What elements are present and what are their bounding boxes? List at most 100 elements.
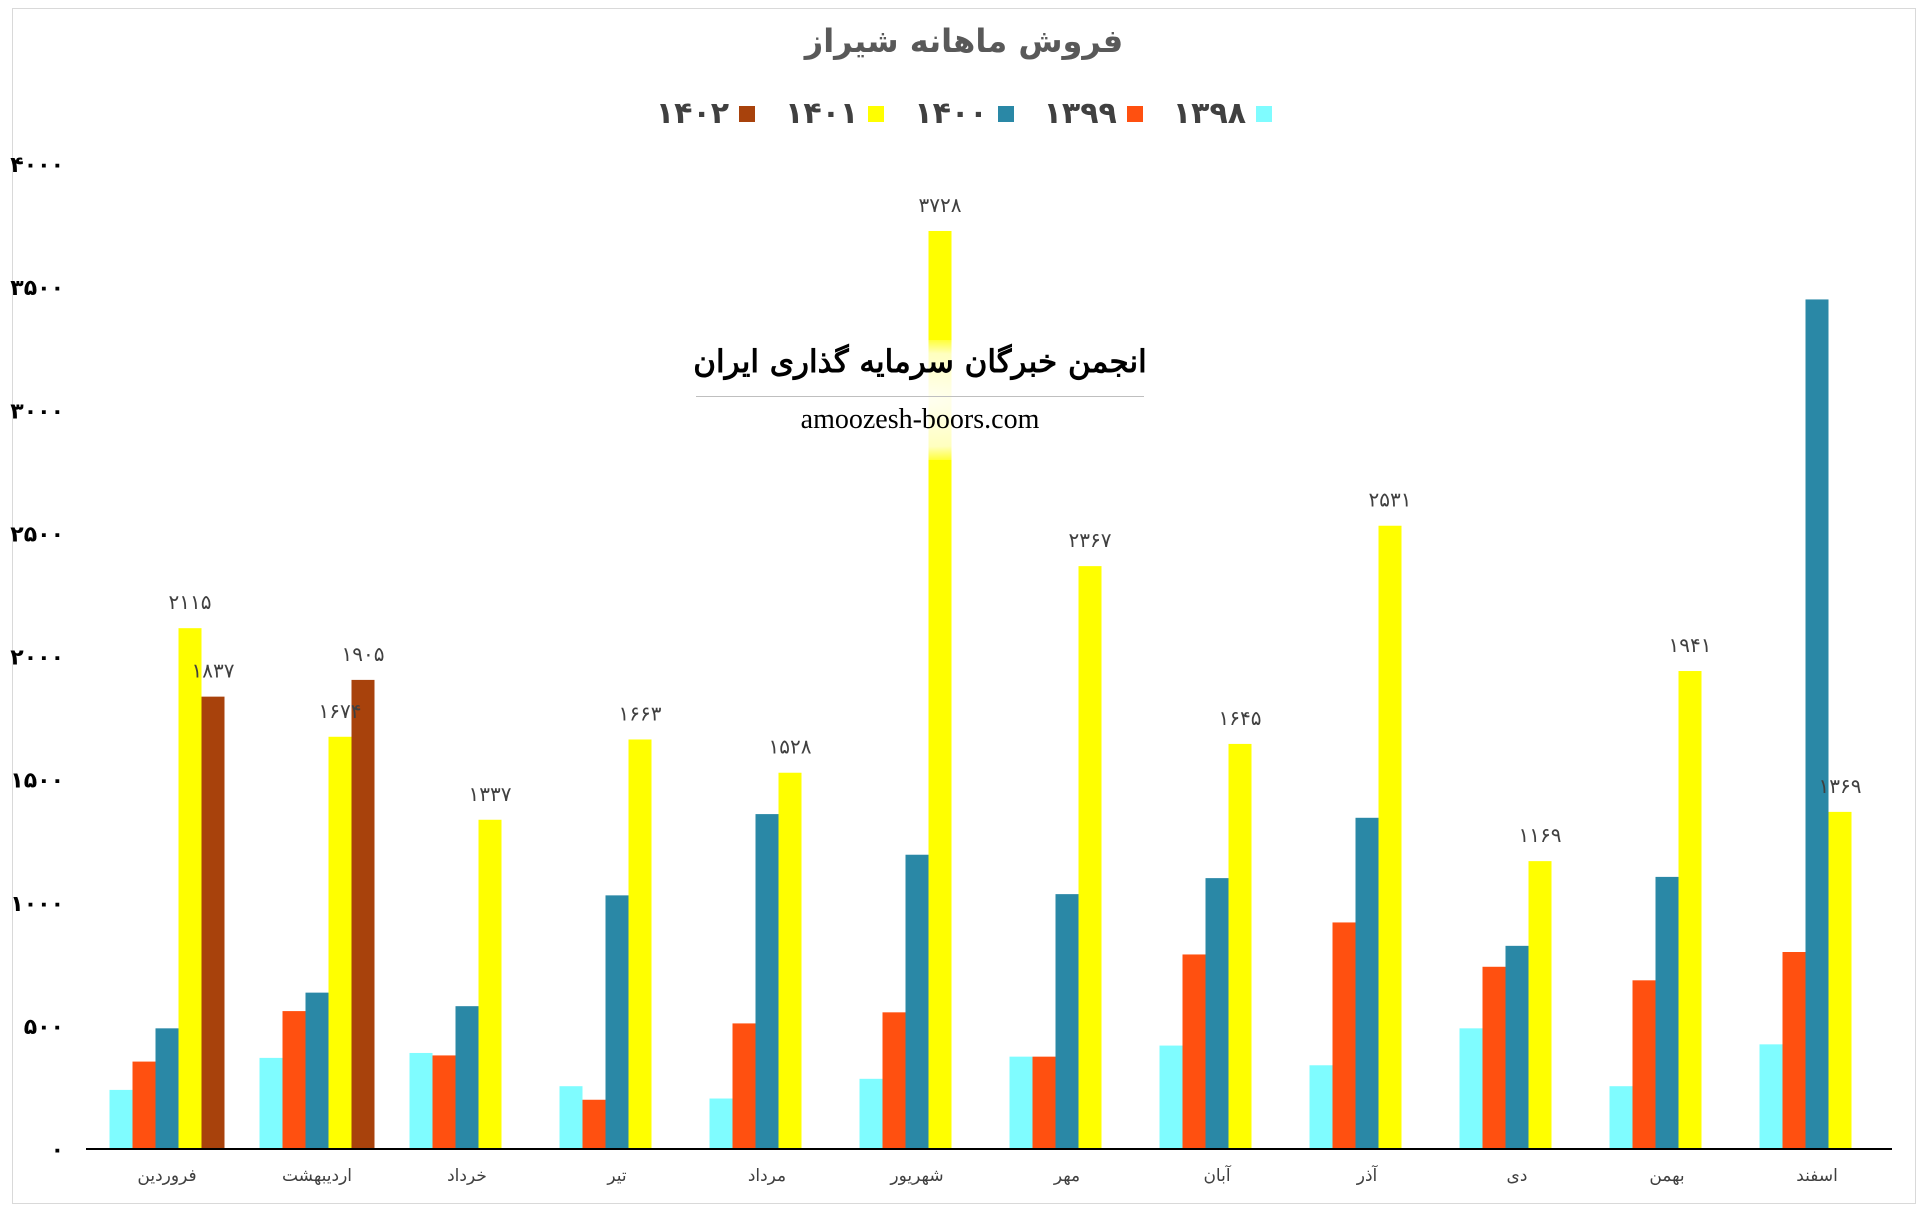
data-label: ۱۹۴۱: [1669, 633, 1712, 657]
legend-label: ۱۴۰۱: [785, 96, 859, 131]
data-label: ۱۶۷۴: [319, 699, 362, 723]
legend-item: ۱۳۹۸: [1172, 96, 1273, 131]
bar: [559, 1086, 583, 1149]
data-label: ۲۵۳۱: [1369, 488, 1412, 512]
bar: [328, 736, 352, 1149]
legend-swatch: [868, 105, 885, 122]
bar: [755, 814, 779, 1149]
data-label: ۱۹۰۵: [342, 642, 385, 666]
bar: [905, 854, 929, 1149]
bar: [859, 1078, 883, 1149]
bar: [1228, 743, 1252, 1149]
bar: [1609, 1086, 1633, 1149]
legend-item: ۱۳۹۹: [1044, 96, 1143, 131]
bar: [1159, 1045, 1183, 1149]
bar: [1378, 525, 1402, 1149]
bar: [628, 739, 652, 1149]
data-label: ۳۷۲۸: [919, 193, 962, 217]
bar: [1055, 894, 1079, 1149]
y-tick-label: ۲۰۰۰: [10, 646, 64, 671]
bar: [351, 679, 375, 1149]
bar: [178, 628, 202, 1149]
y-tick-label: ۲۵۰۰: [10, 522, 64, 547]
bar: [1505, 945, 1529, 1149]
legend-label: ۱۴۰۰: [914, 96, 988, 131]
data-label: ۱۳۶۹: [1819, 774, 1862, 798]
bar: [1782, 952, 1806, 1149]
y-tick-label: ۵۰۰: [24, 1015, 64, 1040]
legend-swatch: [1256, 105, 1273, 122]
legend-label: ۱۳۹۸: [1172, 96, 1247, 131]
data-label: ۱۸۳۷: [192, 659, 235, 683]
legend-swatch: [997, 105, 1014, 122]
bar: [1205, 878, 1229, 1149]
bar: [1459, 1028, 1483, 1149]
chart-title: فروش ماهانه شیراز: [804, 22, 1124, 60]
bar: [1759, 1044, 1783, 1149]
bar: [1828, 811, 1852, 1149]
bar: [582, 1099, 606, 1149]
bar: [132, 1061, 156, 1149]
bar: [1332, 922, 1356, 1149]
x-tick-label: تیر: [606, 1166, 627, 1186]
data-label: ۱۵۲۸: [769, 735, 812, 759]
data-label: ۱۶۶۳: [619, 701, 662, 725]
x-tick-label: فروردین: [137, 1166, 196, 1186]
bar: [1528, 861, 1552, 1149]
x-tick-label: بهمن: [1649, 1166, 1684, 1186]
bar: [882, 1012, 906, 1149]
x-tick-label: آبان: [1203, 1164, 1231, 1186]
bar: [709, 1098, 733, 1149]
y-tick-label: ۱۰۰۰: [10, 892, 64, 917]
bar: [732, 1023, 756, 1149]
legend-swatch: [739, 105, 756, 122]
y-tick-label: ۱۵۰۰: [10, 769, 64, 794]
bar: [455, 1006, 479, 1149]
data-label: ۱۳۳۷: [469, 782, 512, 806]
bar: [1355, 817, 1379, 1149]
bar: [605, 895, 629, 1149]
x-tick-label: مهر: [1053, 1166, 1080, 1186]
bar: [305, 992, 329, 1149]
y-tick-label: ۳۵۰۰: [10, 276, 64, 301]
bar: [928, 230, 952, 1150]
bar: [1009, 1056, 1033, 1149]
chart-legend: ۱۳۹۸ ۱۳۹۹ ۱۴۰۰ ۱۴۰۱ ۱۴۰۲: [0, 96, 1928, 131]
bar: [259, 1057, 283, 1149]
legend-label: ۱۴۰۲: [655, 96, 730, 131]
x-tick-label: آذر: [1356, 1164, 1379, 1186]
x-tick-label: خرداد: [447, 1166, 487, 1186]
data-label: ۲۱۱۵: [169, 590, 212, 614]
bar: [1309, 1065, 1333, 1149]
y-tick-label: ۴۰۰۰: [10, 153, 64, 178]
legend-item: ۱۴۰۲: [655, 96, 756, 131]
bar: [282, 1011, 306, 1149]
bar: [1182, 954, 1206, 1149]
x-tick-label: اردیبهشت: [282, 1166, 352, 1186]
data-label: ۱۶۴۵: [1219, 706, 1262, 730]
data-label: ۱۱۶۹: [1519, 823, 1562, 847]
x-tick-label: شهریور: [889, 1166, 943, 1186]
legend-item: ۱۴۰۰: [914, 96, 1014, 131]
y-tick-label: ۳۰۰۰: [10, 399, 64, 424]
bar: [1632, 980, 1656, 1149]
bar: [478, 819, 502, 1149]
x-tick-label: اسفند: [1796, 1166, 1838, 1186]
bar: [1032, 1056, 1056, 1149]
x-tick-label: دی: [1507, 1166, 1528, 1186]
bar: [432, 1055, 456, 1149]
x-tick-label: مرداد: [748, 1166, 786, 1186]
bar: [1678, 671, 1702, 1149]
bar: [1482, 966, 1506, 1149]
y-tick-label: ۰: [51, 1138, 64, 1163]
bar: [109, 1089, 133, 1149]
bar: [1078, 566, 1102, 1149]
bar: [409, 1052, 433, 1149]
legend-item: ۱۴۰۱: [785, 96, 885, 131]
bar: [155, 1028, 179, 1149]
data-label: ۲۳۶۷: [1069, 528, 1112, 552]
bar: [1655, 876, 1679, 1149]
legend-swatch: [1126, 105, 1143, 122]
bar: [1805, 299, 1829, 1149]
